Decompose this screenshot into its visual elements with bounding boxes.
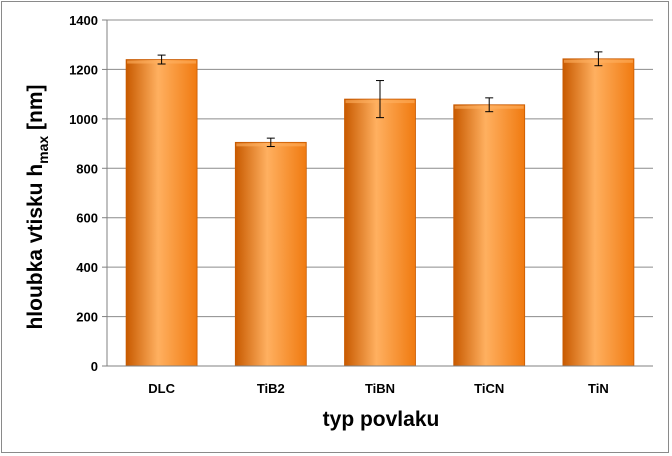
x-tick-label: DLC <box>148 381 175 396</box>
x-axis-title: typ povlaku <box>323 408 440 431</box>
bars <box>125 58 635 367</box>
y-tick-label: 1000 <box>69 112 98 127</box>
y-tick-labels: 0 200 400 600 800 1000 1200 1400 <box>69 13 98 374</box>
bar-ticn <box>453 104 526 367</box>
y-tick-label: 1200 <box>69 62 98 77</box>
y-axis-title-unit: [nm] <box>24 84 47 135</box>
y-tick-label: 800 <box>76 161 98 176</box>
y-tick-label: 400 <box>76 260 98 275</box>
bar-tibn <box>344 98 416 367</box>
y-axis-title: hloubka vtisku hmax [nm] <box>24 84 51 329</box>
x-tick-label: TiBN <box>365 381 395 396</box>
x-tick-label: TiB2 <box>257 381 285 396</box>
y-axis-title-main: hloubka vtisku h <box>24 164 47 330</box>
x-tick-labels: DLC TiB2 TiBN TiCN TiN <box>148 381 609 396</box>
error-bars <box>157 51 603 148</box>
y-tick-label: 600 <box>76 211 98 226</box>
bar-dlc <box>125 59 198 367</box>
bar-tib2 <box>234 141 307 367</box>
y-axis-title-sub: max <box>35 136 51 164</box>
bar-tin <box>562 58 635 367</box>
y-tick-label: 200 <box>76 310 98 325</box>
y-tick-label: 1400 <box>69 13 98 28</box>
y-tick-label: 0 <box>91 359 98 374</box>
axes <box>106 20 653 367</box>
x-tick-label: TiN <box>588 381 609 396</box>
x-tick-label: TiCN <box>474 381 504 396</box>
